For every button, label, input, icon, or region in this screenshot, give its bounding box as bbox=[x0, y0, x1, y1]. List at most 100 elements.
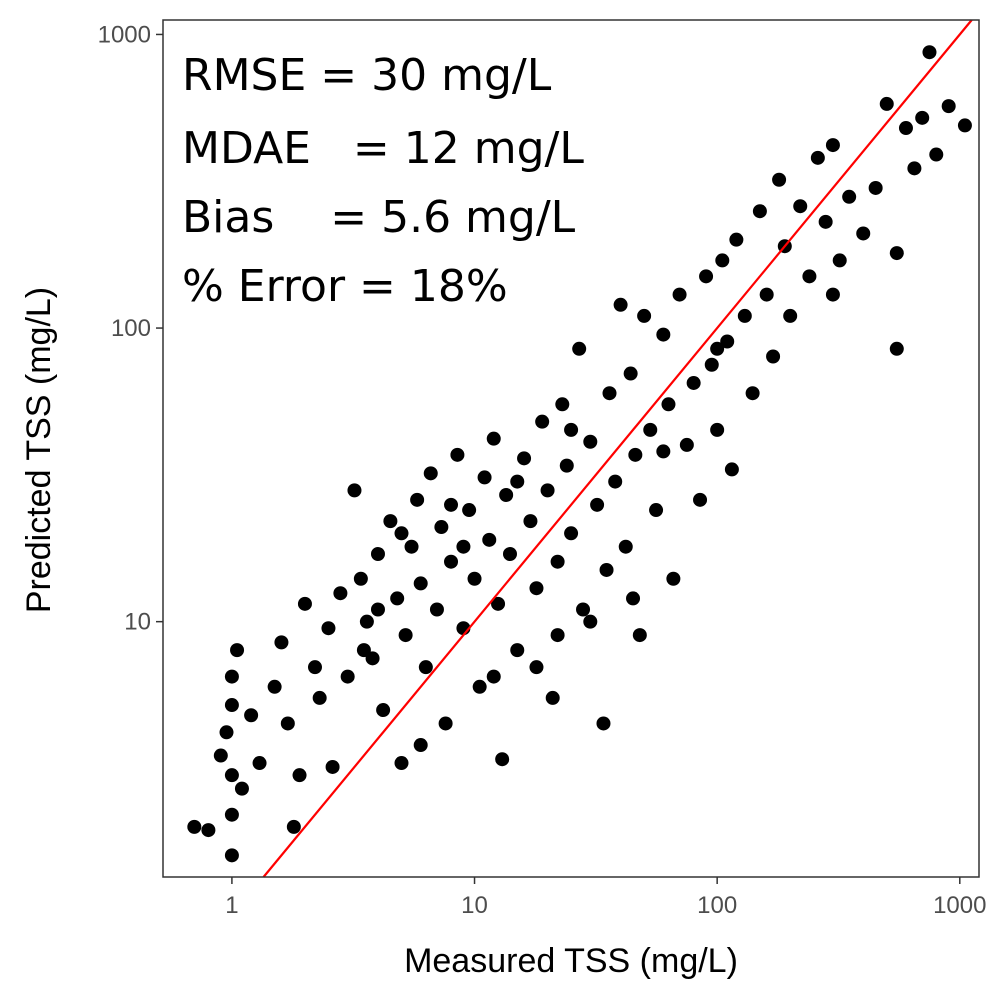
data-point bbox=[219, 725, 234, 740]
data-point bbox=[383, 514, 398, 529]
data-point bbox=[413, 738, 428, 753]
data-point bbox=[825, 138, 840, 153]
data-point bbox=[491, 596, 506, 611]
data-point bbox=[793, 199, 808, 214]
data-point bbox=[510, 643, 525, 658]
data-point bbox=[583, 434, 598, 449]
data-point bbox=[623, 366, 638, 381]
data-point bbox=[759, 287, 774, 302]
data-point bbox=[423, 466, 438, 481]
data-point bbox=[889, 246, 904, 261]
data-point bbox=[394, 526, 409, 541]
data-point bbox=[286, 819, 301, 834]
data-point bbox=[810, 150, 825, 165]
reference-line-layer bbox=[262, 19, 973, 878]
data-point bbox=[679, 437, 694, 452]
x-tick-label: 1 bbox=[225, 892, 238, 919]
data-point bbox=[550, 554, 565, 569]
data-point bbox=[555, 397, 570, 412]
data-point bbox=[842, 189, 857, 204]
data-point bbox=[559, 458, 574, 473]
data-point bbox=[632, 628, 647, 643]
data-point bbox=[312, 690, 327, 705]
data-point bbox=[398, 628, 413, 643]
data-point bbox=[230, 643, 245, 658]
data-point bbox=[510, 474, 525, 489]
panel-border bbox=[162, 19, 980, 878]
x-tick-label: 1000 bbox=[933, 892, 986, 919]
data-point bbox=[365, 651, 380, 666]
data-point bbox=[495, 752, 510, 767]
stat-percent-error: % Error = 18% bbox=[182, 261, 508, 312]
data-point bbox=[596, 716, 611, 731]
data-point bbox=[370, 547, 385, 562]
data-point bbox=[297, 596, 312, 611]
data-point bbox=[244, 708, 259, 723]
data-point bbox=[359, 614, 374, 629]
data-point bbox=[583, 614, 598, 629]
data-point bbox=[274, 635, 289, 650]
data-point bbox=[224, 698, 239, 713]
data-point bbox=[517, 451, 532, 466]
data-point bbox=[340, 669, 355, 684]
data-point bbox=[234, 781, 249, 796]
data-point bbox=[818, 214, 833, 229]
data-point bbox=[868, 180, 883, 195]
data-point bbox=[599, 562, 614, 577]
data-point bbox=[745, 386, 760, 401]
stat-mdae: MDAE = 12 mg/L bbox=[182, 123, 584, 174]
data-point bbox=[564, 526, 579, 541]
points-layer bbox=[187, 45, 972, 863]
y-tick-label: 10 bbox=[124, 609, 151, 636]
y-axis-title: Predicted TSS (mg/L) bbox=[20, 287, 58, 613]
data-point bbox=[929, 147, 944, 162]
data-point bbox=[224, 768, 239, 783]
x-tick-label: 100 bbox=[697, 892, 737, 919]
stat-bias: Bias = 5.6 mg/L bbox=[182, 192, 576, 243]
data-point bbox=[724, 462, 739, 477]
data-point bbox=[252, 756, 267, 771]
data-point bbox=[572, 341, 587, 356]
data-point bbox=[410, 492, 425, 507]
data-point bbox=[482, 532, 497, 547]
data-point bbox=[922, 45, 937, 60]
stats-annotation: RMSE = 30 mg/L MDAE = 12 mg/L Bias = 5.6… bbox=[182, 50, 584, 312]
data-point bbox=[576, 602, 591, 617]
data-point bbox=[626, 591, 641, 606]
data-point bbox=[267, 679, 282, 694]
data-point bbox=[347, 483, 362, 498]
data-point bbox=[201, 823, 216, 838]
data-point bbox=[737, 308, 752, 323]
data-point bbox=[656, 444, 671, 459]
x-axis: 1 10 100 1000 bbox=[225, 877, 986, 919]
data-point bbox=[643, 422, 658, 437]
data-point bbox=[766, 349, 781, 364]
data-point bbox=[825, 287, 840, 302]
data-point bbox=[472, 679, 487, 694]
data-point bbox=[444, 497, 459, 512]
data-point bbox=[957, 118, 972, 133]
data-point bbox=[429, 602, 444, 617]
data-point bbox=[941, 99, 956, 114]
data-point bbox=[564, 422, 579, 437]
data-point bbox=[686, 375, 701, 390]
data-point bbox=[693, 492, 708, 507]
data-point bbox=[404, 539, 419, 554]
data-point bbox=[628, 447, 643, 462]
data-point bbox=[333, 586, 348, 601]
data-point bbox=[889, 341, 904, 356]
data-point bbox=[413, 576, 428, 591]
one-to-one-line bbox=[262, 19, 973, 878]
data-point bbox=[879, 96, 894, 111]
data-point bbox=[704, 357, 719, 372]
y-axis: 10 100 1000 bbox=[98, 21, 163, 636]
data-point bbox=[729, 232, 744, 247]
data-point bbox=[661, 397, 676, 412]
data-point bbox=[590, 497, 605, 512]
data-point bbox=[832, 253, 847, 268]
data-point bbox=[418, 660, 433, 675]
data-point bbox=[502, 547, 517, 562]
data-point bbox=[486, 669, 501, 684]
data-point bbox=[915, 110, 930, 125]
y-tick-label: 100 bbox=[111, 315, 151, 342]
